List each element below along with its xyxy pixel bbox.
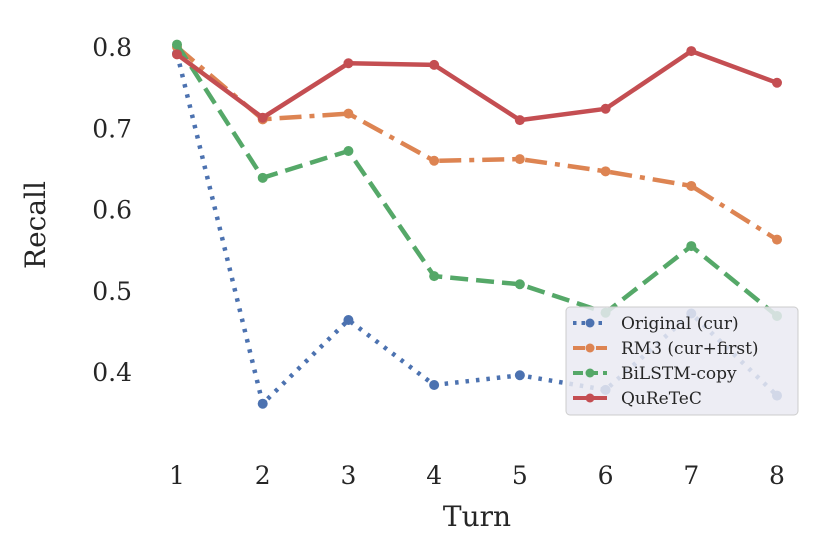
data-point: [686, 46, 697, 57]
data-point: [343, 146, 354, 156]
series-quretec: [172, 46, 782, 126]
legend-marker: [585, 368, 595, 378]
y-tick-label: 0.8: [92, 33, 132, 62]
x-tick-label: 7: [683, 461, 699, 490]
series-line: [175, 43, 779, 318]
series-line: [174, 52, 779, 406]
data-point: [772, 234, 782, 245]
data-point: [257, 398, 268, 409]
data-point: [429, 271, 440, 282]
x-tick-label: 2: [255, 461, 271, 490]
series-line: [175, 45, 779, 242]
data-point: [429, 380, 440, 390]
x-tick-label: 4: [426, 461, 442, 490]
y-tick-label: 0.5: [92, 277, 132, 306]
legend-item: Original (cur): [573, 314, 739, 334]
legend-item: BiLSTM-copy: [573, 364, 737, 384]
x-tick-label: 5: [512, 461, 528, 490]
x-tick-label: 8: [769, 461, 785, 490]
y-tick-label: 0.7: [92, 114, 132, 143]
legend-label: RM3 (cur+first): [621, 339, 759, 359]
data-point: [514, 370, 525, 381]
data-point: [343, 108, 354, 119]
y-axis-label: Recall: [19, 181, 52, 269]
data-point: [514, 279, 525, 290]
data-point: [257, 112, 268, 123]
legend-label: Original (cur): [621, 314, 739, 334]
legend-marker: [585, 343, 595, 353]
legend-box: [565, 306, 799, 416]
data-point: [172, 49, 182, 60]
series-line: [175, 48, 778, 123]
legend-item: QuReTeC: [573, 389, 702, 409]
x-tick-label: 6: [598, 461, 614, 490]
y-axis-ticks: 0.4 0.5 0.6 0.7 0.8: [92, 33, 132, 387]
legend-label: QuReTeC: [621, 389, 702, 409]
x-tick-label: 1: [169, 461, 185, 490]
data-point: [686, 180, 697, 191]
data-point: [429, 59, 440, 70]
data-point: [772, 77, 782, 88]
series-bilstm-copy: [172, 39, 782, 321]
x-axis-label: Turn: [443, 500, 511, 533]
legend-label: BiLSTM-copy: [621, 364, 737, 384]
legend-item: RM3 (cur+first): [573, 339, 759, 359]
y-tick-label: 0.6: [92, 196, 132, 225]
data-point: [514, 115, 525, 126]
data-point: [172, 39, 182, 50]
data-point: [600, 166, 611, 177]
data-point: [343, 315, 354, 325]
data-point: [343, 58, 354, 69]
legend-marker: [585, 393, 595, 403]
series-rm3-cur-first: [172, 42, 782, 245]
data-point: [686, 241, 697, 252]
data-point: [257, 172, 268, 183]
data-point: [429, 155, 440, 166]
data-point: [514, 154, 525, 165]
y-tick-label: 0.4: [92, 358, 132, 387]
data-point: [600, 103, 611, 114]
x-tick-label: 3: [340, 461, 356, 490]
legend: Original (cur) RM3 (cur+first) BiLSTM-copy…: [565, 306, 799, 416]
legend-marker: [585, 318, 595, 328]
x-axis-ticks: 1 2 3 4 5 6 7 8: [169, 461, 785, 490]
